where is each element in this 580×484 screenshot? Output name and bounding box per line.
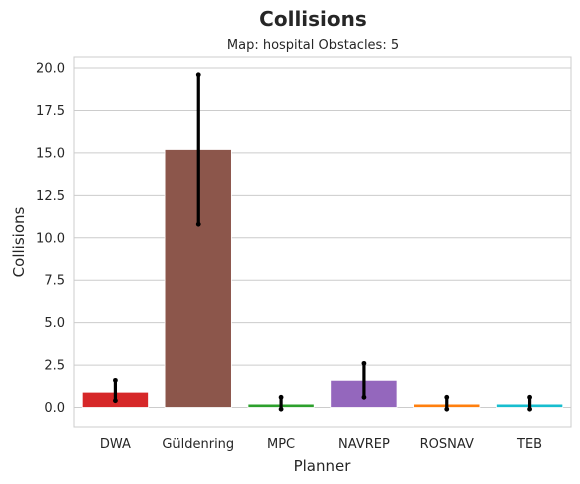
error-bar-high-cap: [195, 72, 201, 78]
x-tick-label: MPC: [267, 437, 295, 452]
error-bar-low-cap: [113, 398, 118, 404]
error-bar-high-cap: [527, 394, 532, 400]
x-tick-label: ROSNAV: [420, 437, 474, 452]
y-tick-label: 12.5: [36, 189, 65, 204]
y-tick-label: 7.5: [44, 274, 65, 289]
x-axis-label: Planner: [294, 457, 352, 475]
error-bar-high-cap: [361, 360, 367, 366]
x-tick-label: TEB: [516, 437, 542, 452]
plot-frame: [73, 56, 572, 428]
y-tick-label: 10.0: [36, 231, 65, 246]
y-axis-label: Collisions: [10, 207, 28, 278]
y-tick-label: 5.0: [44, 316, 65, 331]
chart-title: Collisions: [259, 7, 367, 31]
error-bar-high-cap: [278, 394, 284, 400]
y-tick-label: 17.5: [36, 104, 65, 119]
y-tick-label: 0.0: [44, 401, 65, 416]
x-tick-label: DWA: [100, 437, 131, 452]
x-tick-label: Güldenring: [162, 437, 234, 452]
error-bar-low-cap: [527, 406, 532, 412]
x-tick-label: NAVREP: [338, 437, 390, 452]
y-tick-label: 20.0: [36, 62, 65, 77]
error-bar-low-cap: [444, 406, 450, 412]
error-bar-high-cap: [444, 394, 450, 400]
error-bars: [113, 72, 532, 412]
grid: [74, 67, 571, 408]
error-bar-low-cap: [278, 406, 284, 412]
x-ticks: DWA Güldenring MPC NAVREP ROSNAV TEB: [100, 437, 542, 452]
chart-subtitle: Map: hospital Obstacles: 5: [227, 38, 399, 53]
error-bar-low-cap: [195, 221, 201, 227]
y-ticks: 0.0 2.5 5.0 7.5 10.0 12.5 15.0 17.5 20.0: [36, 62, 65, 417]
error-bar-high-cap: [113, 377, 118, 383]
y-tick-label: 2.5: [44, 359, 65, 374]
y-tick-label: 15.0: [36, 146, 65, 161]
bars: [81, 149, 564, 408]
error-bar-low-cap: [361, 394, 367, 400]
